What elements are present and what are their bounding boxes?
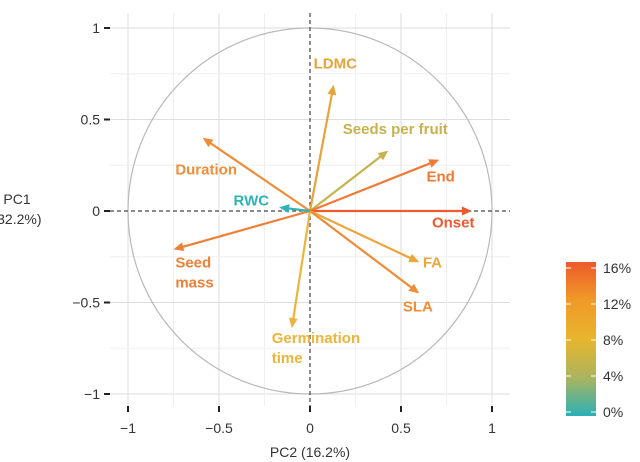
y-tick-label: 1 xyxy=(92,20,100,36)
vector-end xyxy=(309,159,440,213)
vector-label-end: End xyxy=(426,169,454,186)
vector-sla xyxy=(309,210,420,294)
y-axis-label-line2: (32.2%) xyxy=(0,211,42,227)
vector-seed-mass xyxy=(173,209,311,252)
vector-arrowhead xyxy=(279,204,290,213)
y-tick-label: 0.5 xyxy=(81,112,101,128)
legend-tick-label: 12% xyxy=(603,296,631,312)
vector-shaft xyxy=(309,210,412,260)
legend-tick-label: 0% xyxy=(603,404,623,420)
vector-label-germination-time: Germination xyxy=(272,330,360,347)
x-tick-label: 1 xyxy=(488,420,496,436)
legend-colorbar xyxy=(566,262,596,416)
vector-label-fa: FA xyxy=(423,255,442,272)
vector-shaft xyxy=(309,162,431,213)
y-tick-label: 0 xyxy=(92,203,100,219)
axis-ticks: 1 0.5 0 −0.5 −1 −1 −0.5 0 0.5 1 xyxy=(72,20,496,436)
vector-label-onset: Onset xyxy=(432,214,475,231)
legend-tick-label: 16% xyxy=(603,260,631,276)
vector-fa xyxy=(309,210,420,263)
vector-arrowhead xyxy=(202,137,214,148)
vector-arrowhead xyxy=(461,206,472,216)
vector-seeds-per-fruit xyxy=(309,150,389,212)
vector-labels: LDMC Seeds per fruit End Onset FA SLA Germinat… xyxy=(175,55,474,367)
vector-label-ldmc: LDMC xyxy=(314,55,357,72)
vector-rwc xyxy=(279,204,311,213)
vector-shaft xyxy=(308,93,334,212)
color-legend: 16% 12% 8% 4% 0% xyxy=(566,260,631,420)
vector-arrowhead xyxy=(327,84,337,96)
loading-vectors xyxy=(173,84,472,329)
vector-arrowhead xyxy=(173,242,185,252)
vector-label-duration: Duration xyxy=(175,161,237,178)
vector-duration xyxy=(202,137,311,212)
vector-arrowhead xyxy=(377,150,389,161)
vector-arrowhead xyxy=(288,317,298,329)
vector-shaft xyxy=(209,142,311,212)
vector-shaft xyxy=(292,210,312,320)
vector-shaft xyxy=(288,207,311,213)
x-tick-label: −0.5 xyxy=(205,420,233,436)
legend-tick-label: 4% xyxy=(603,368,623,384)
vector-shaft xyxy=(309,210,413,289)
vector-germination-time xyxy=(288,210,312,329)
x-tick-label: 0 xyxy=(306,420,314,436)
x-tick-label: 0.5 xyxy=(391,420,411,436)
vector-label-germination-time: time xyxy=(272,350,303,367)
vector-arrowhead xyxy=(428,159,440,168)
vector-label-seeds-per-fruit: Seeds per fruit xyxy=(343,121,448,138)
vector-label-seed-mass: Seed xyxy=(175,255,211,272)
vector-onset xyxy=(310,206,472,216)
x-tick-label: −1 xyxy=(120,420,136,436)
vector-shaft xyxy=(182,209,311,248)
vector-label-sla: SLA xyxy=(403,299,433,316)
y-axis-label-line1: PC1 xyxy=(3,191,30,207)
y-tick-label: −0.5 xyxy=(72,295,100,311)
y-tick-label: −1 xyxy=(84,386,100,402)
vector-arrowhead xyxy=(408,283,420,294)
vector-arrowhead xyxy=(408,253,420,263)
legend-tick-label: 8% xyxy=(603,332,623,348)
vector-shaft xyxy=(309,155,382,212)
vector-label-rwc: RWC xyxy=(234,193,270,210)
vector-label-seed-mass: mass xyxy=(175,275,213,292)
vector-ldmc xyxy=(308,84,337,212)
x-axis-label: PC2 (16.2%) xyxy=(270,444,350,460)
